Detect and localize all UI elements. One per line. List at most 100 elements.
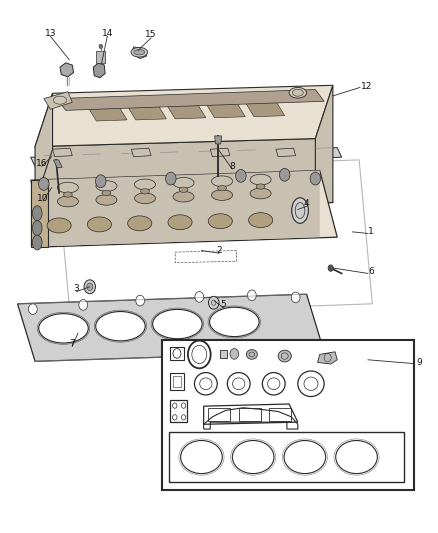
Polygon shape bbox=[53, 148, 72, 157]
Bar bbox=[173, 376, 181, 387]
Text: 9: 9 bbox=[416, 358, 422, 367]
Circle shape bbox=[291, 292, 300, 303]
Text: 2: 2 bbox=[216, 246, 222, 255]
Ellipse shape bbox=[250, 188, 271, 199]
Circle shape bbox=[136, 295, 145, 306]
Polygon shape bbox=[245, 101, 285, 117]
Text: 14: 14 bbox=[102, 29, 113, 37]
Circle shape bbox=[28, 304, 37, 314]
Circle shape bbox=[212, 300, 216, 305]
Circle shape bbox=[230, 349, 239, 359]
Circle shape bbox=[87, 283, 93, 290]
Ellipse shape bbox=[250, 174, 271, 185]
Text: 4: 4 bbox=[304, 199, 309, 208]
Polygon shape bbox=[318, 352, 337, 364]
Ellipse shape bbox=[53, 96, 67, 104]
Bar bbox=[96, 51, 105, 63]
Bar bbox=[162, 340, 414, 490]
Polygon shape bbox=[215, 136, 222, 144]
Circle shape bbox=[99, 44, 102, 49]
Text: 8: 8 bbox=[229, 162, 235, 171]
Ellipse shape bbox=[96, 181, 117, 191]
Ellipse shape bbox=[131, 47, 148, 57]
Text: 3: 3 bbox=[74, 285, 80, 293]
Circle shape bbox=[192, 345, 207, 364]
Text: 13: 13 bbox=[45, 29, 56, 37]
Polygon shape bbox=[88, 106, 127, 121]
Ellipse shape bbox=[212, 176, 233, 187]
Circle shape bbox=[84, 280, 95, 294]
Text: 7: 7 bbox=[69, 340, 75, 348]
Polygon shape bbox=[35, 93, 53, 203]
Ellipse shape bbox=[256, 184, 265, 189]
Polygon shape bbox=[315, 85, 333, 203]
Ellipse shape bbox=[289, 87, 307, 98]
Ellipse shape bbox=[32, 235, 42, 250]
Circle shape bbox=[95, 175, 106, 188]
Polygon shape bbox=[57, 160, 372, 314]
Circle shape bbox=[328, 265, 333, 271]
Ellipse shape bbox=[173, 191, 194, 202]
Ellipse shape bbox=[134, 193, 155, 204]
Ellipse shape bbox=[246, 350, 257, 359]
Ellipse shape bbox=[87, 217, 111, 232]
Bar bbox=[220, 350, 227, 358]
Polygon shape bbox=[35, 139, 333, 211]
Polygon shape bbox=[206, 102, 245, 118]
Ellipse shape bbox=[210, 307, 259, 337]
Text: 12: 12 bbox=[361, 82, 373, 91]
Ellipse shape bbox=[134, 179, 155, 190]
Polygon shape bbox=[210, 148, 230, 157]
Polygon shape bbox=[31, 171, 320, 247]
Ellipse shape bbox=[32, 221, 42, 236]
Circle shape bbox=[208, 296, 219, 309]
Bar bbox=[169, 432, 404, 482]
Bar bbox=[239, 408, 261, 421]
Polygon shape bbox=[127, 104, 166, 120]
Circle shape bbox=[195, 292, 204, 302]
Polygon shape bbox=[31, 180, 48, 247]
Ellipse shape bbox=[102, 190, 111, 196]
Polygon shape bbox=[18, 294, 324, 361]
Text: 16: 16 bbox=[36, 159, 47, 168]
Ellipse shape bbox=[57, 196, 78, 207]
Circle shape bbox=[166, 172, 176, 185]
Text: 6: 6 bbox=[368, 268, 374, 276]
Ellipse shape bbox=[57, 182, 78, 193]
Ellipse shape bbox=[212, 190, 233, 200]
Ellipse shape bbox=[153, 309, 202, 339]
Polygon shape bbox=[93, 63, 105, 78]
Ellipse shape bbox=[47, 218, 71, 233]
Ellipse shape bbox=[95, 311, 145, 341]
Polygon shape bbox=[31, 171, 337, 247]
Ellipse shape bbox=[295, 203, 305, 219]
Polygon shape bbox=[31, 148, 342, 166]
Ellipse shape bbox=[64, 192, 72, 197]
Circle shape bbox=[247, 290, 256, 301]
Bar bbox=[208, 408, 230, 421]
Ellipse shape bbox=[134, 50, 145, 55]
Circle shape bbox=[279, 168, 290, 181]
Circle shape bbox=[79, 300, 88, 310]
Ellipse shape bbox=[218, 185, 226, 191]
Polygon shape bbox=[53, 160, 62, 167]
Ellipse shape bbox=[128, 216, 152, 231]
Ellipse shape bbox=[32, 206, 42, 221]
Text: 5: 5 bbox=[220, 301, 226, 309]
Bar bbox=[269, 408, 291, 421]
Text: 1: 1 bbox=[368, 228, 374, 236]
Circle shape bbox=[39, 177, 49, 190]
Ellipse shape bbox=[179, 187, 188, 192]
Ellipse shape bbox=[278, 350, 291, 362]
Polygon shape bbox=[35, 85, 333, 147]
Polygon shape bbox=[276, 148, 296, 157]
Bar bbox=[170, 373, 184, 390]
Text: 10: 10 bbox=[37, 194, 49, 203]
Ellipse shape bbox=[173, 177, 194, 188]
Ellipse shape bbox=[168, 215, 192, 230]
Ellipse shape bbox=[249, 213, 272, 228]
Circle shape bbox=[236, 169, 246, 182]
Bar bbox=[170, 347, 184, 360]
Ellipse shape bbox=[39, 313, 88, 343]
Polygon shape bbox=[131, 47, 147, 59]
